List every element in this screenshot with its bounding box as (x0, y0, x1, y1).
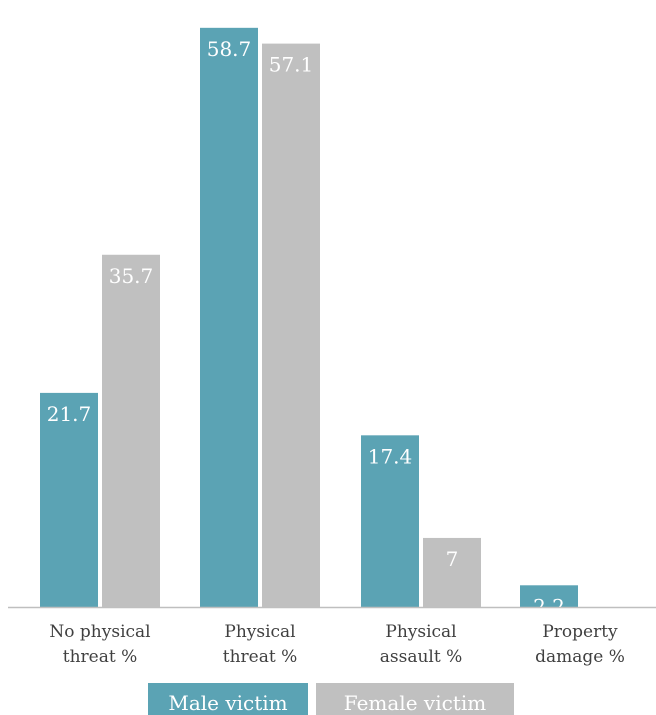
bar-female-0 (102, 254, 160, 607)
bar-male-2 (361, 435, 419, 607)
bar-female-2 (423, 537, 481, 607)
category-label-1: Physical threat % (223, 622, 298, 667)
value-label-male-1: 58.7 (207, 37, 252, 61)
legend-label-male: Male victim (168, 691, 287, 715)
value-label-female-1: 57.1 (269, 53, 314, 77)
value-label-female-2: 7 (446, 547, 459, 571)
legend-swatch-male (148, 683, 308, 715)
legend-item-female: Female victim (316, 683, 514, 715)
category-label-0: No physical threat % (49, 622, 150, 667)
legend-label-female: Female victim (344, 691, 486, 715)
bar-female-1 (262, 43, 320, 607)
category-labels-group: No physical threat % Physical threat % Physi… (49, 622, 624, 667)
bars-group (40, 27, 578, 608)
bar-male-3 (520, 585, 578, 607)
value-labels-group: 21.7 58.7 17.4 2.2 35.7 57.1 7 (47, 37, 565, 618)
value-label-male-3: 2.2 (533, 594, 565, 618)
category-label-3: Property damage % (535, 622, 625, 667)
legend: Male victim Female victim (148, 683, 514, 715)
value-label-female-0: 35.7 (109, 264, 154, 288)
bar-male-0 (40, 392, 98, 607)
category-label-2: Physical assault % (380, 622, 463, 667)
bar-male-1 (200, 27, 258, 608)
legend-swatch-female (316, 683, 514, 715)
value-label-male-2: 17.4 (368, 444, 413, 468)
legend-item-male: Male victim (148, 683, 308, 715)
value-label-male-0: 21.7 (47, 402, 92, 426)
